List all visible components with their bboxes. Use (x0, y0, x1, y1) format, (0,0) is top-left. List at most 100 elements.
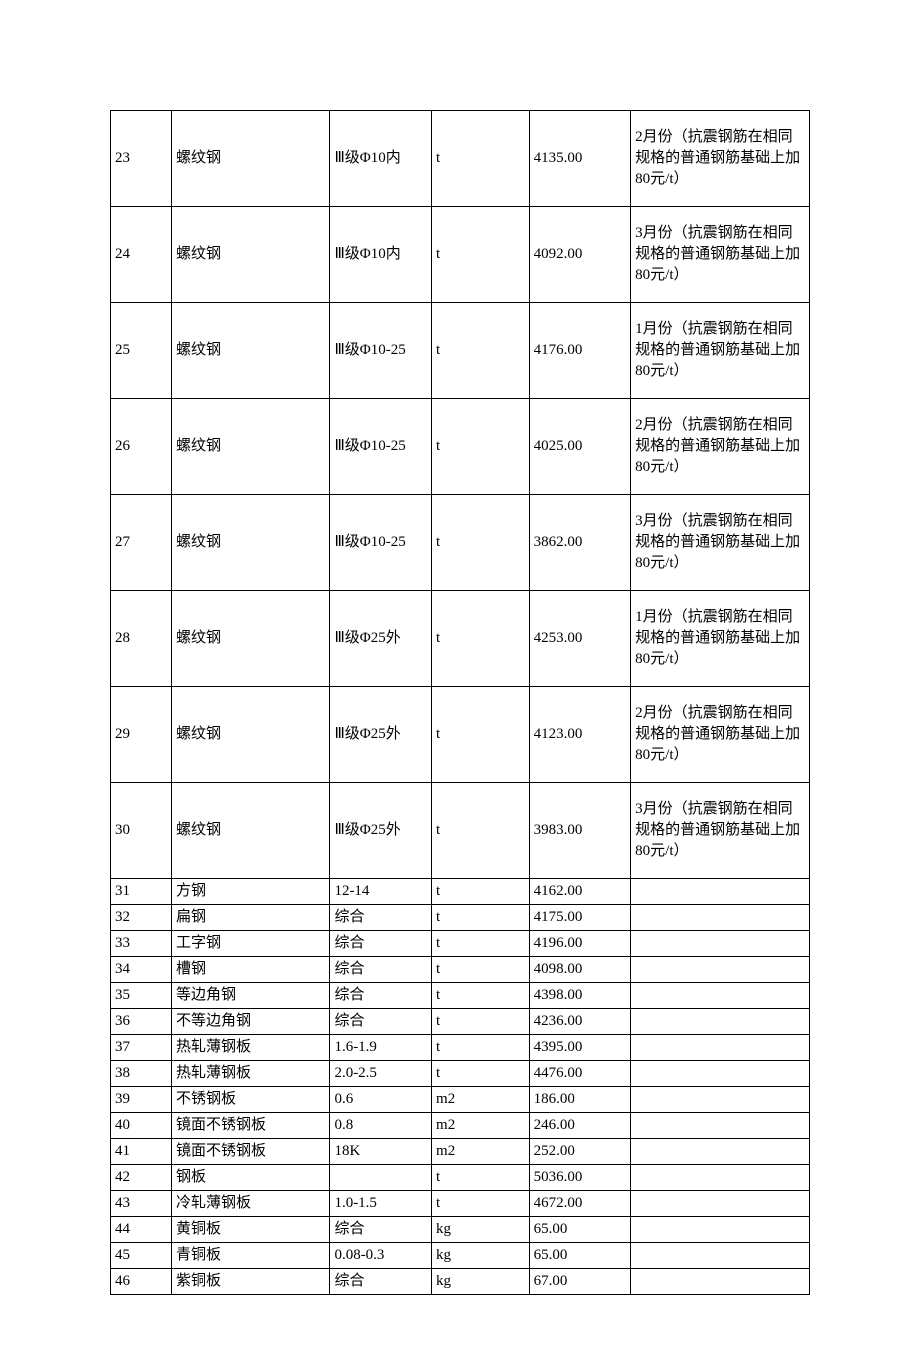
table-cell: 综合 (330, 931, 432, 957)
table-cell: kg (432, 1269, 530, 1295)
table-cell: 67.00 (529, 1269, 631, 1295)
table-cell: t (432, 111, 530, 207)
table-cell: 3862.00 (529, 495, 631, 591)
table-cell: t (432, 1165, 530, 1191)
table-cell: 综合 (330, 905, 432, 931)
table-cell: 32 (111, 905, 172, 931)
table-cell: 螺纹钢 (171, 111, 329, 207)
table-row: 24螺纹钢Ⅲ级Φ10内t4092.003月份（抗震钢筋在相同规格的普通钢筋基础上… (111, 207, 810, 303)
table-body: 23螺纹钢Ⅲ级Φ10内t4135.002月份（抗震钢筋在相同规格的普通钢筋基础上… (111, 111, 810, 1295)
table-cell: 24 (111, 207, 172, 303)
table-cell: 不等边角钢 (171, 1009, 329, 1035)
table-cell: 扁钢 (171, 905, 329, 931)
table-cell: 37 (111, 1035, 172, 1061)
table-cell: 4092.00 (529, 207, 631, 303)
table-cell: 46 (111, 1269, 172, 1295)
table-row: 35等边角钢综合t4398.00 (111, 983, 810, 1009)
table-cell: 27 (111, 495, 172, 591)
table-cell: Ⅲ级Φ10内 (330, 111, 432, 207)
table-cell (631, 1243, 810, 1269)
table-cell: 4162.00 (529, 879, 631, 905)
table-cell: 综合 (330, 957, 432, 983)
table-cell: 4176.00 (529, 303, 631, 399)
table-cell: 0.8 (330, 1113, 432, 1139)
table-cell (631, 1139, 810, 1165)
table-cell: t (432, 399, 530, 495)
table-cell (330, 1165, 432, 1191)
table-row: 36不等边角钢综合t4236.00 (111, 1009, 810, 1035)
table-cell: 1月份（抗震钢筋在相同规格的普通钢筋基础上加80元/t） (631, 303, 810, 399)
table-cell: Ⅲ级Φ25外 (330, 591, 432, 687)
table-cell: 186.00 (529, 1087, 631, 1113)
table-cell: 26 (111, 399, 172, 495)
table-cell: 25 (111, 303, 172, 399)
table-cell: t (432, 303, 530, 399)
table-row: 32扁钢综合t4175.00 (111, 905, 810, 931)
table-cell (631, 1191, 810, 1217)
table-cell: 5036.00 (529, 1165, 631, 1191)
table-cell (631, 957, 810, 983)
table-cell (631, 1035, 810, 1061)
table-cell: 2月份（抗震钢筋在相同规格的普通钢筋基础上加80元/t） (631, 111, 810, 207)
table-cell: kg (432, 1243, 530, 1269)
table-cell: 4123.00 (529, 687, 631, 783)
table-cell: t (432, 957, 530, 983)
table-row: 33工字钢综合t4196.00 (111, 931, 810, 957)
table-cell: t (432, 983, 530, 1009)
table-cell: 39 (111, 1087, 172, 1113)
table-cell: 42 (111, 1165, 172, 1191)
table-cell: 38 (111, 1061, 172, 1087)
table-cell: t (432, 1061, 530, 1087)
table-cell: 镜面不锈钢板 (171, 1113, 329, 1139)
table-cell: 紫铜板 (171, 1269, 329, 1295)
table-cell: t (432, 1009, 530, 1035)
table-cell: 螺纹钢 (171, 303, 329, 399)
table-row: 39不锈钢板0.6m2186.00 (111, 1087, 810, 1113)
table-cell: 31 (111, 879, 172, 905)
table-cell: 33 (111, 931, 172, 957)
table-cell: t (432, 207, 530, 303)
table-row: 27螺纹钢Ⅲ级Φ10-25t3862.003月份（抗震钢筋在相同规格的普通钢筋基… (111, 495, 810, 591)
table-cell: 4098.00 (529, 957, 631, 983)
table-cell: 综合 (330, 1009, 432, 1035)
table-cell: 43 (111, 1191, 172, 1217)
table-cell: 18K (330, 1139, 432, 1165)
table-row: 38热轧薄钢板2.0-2.5t4476.00 (111, 1061, 810, 1087)
table-cell: 螺纹钢 (171, 207, 329, 303)
table-cell: Ⅲ级Φ10-25 (330, 495, 432, 591)
table-cell: 4236.00 (529, 1009, 631, 1035)
table-cell: 44 (111, 1217, 172, 1243)
table-cell: 热轧薄钢板 (171, 1035, 329, 1061)
table-cell: 252.00 (529, 1139, 631, 1165)
table-cell: 螺纹钢 (171, 687, 329, 783)
table-cell: 方钢 (171, 879, 329, 905)
table-cell: kg (432, 1217, 530, 1243)
table-cell: 镜面不锈钢板 (171, 1139, 329, 1165)
table-cell: 1月份（抗震钢筋在相同规格的普通钢筋基础上加80元/t） (631, 591, 810, 687)
table-cell (631, 1061, 810, 1087)
table-cell: 工字钢 (171, 931, 329, 957)
table-cell: 热轧薄钢板 (171, 1061, 329, 1087)
table-row: 28螺纹钢Ⅲ级Φ25外t4253.001月份（抗震钢筋在相同规格的普通钢筋基础上… (111, 591, 810, 687)
table-cell: 0.08-0.3 (330, 1243, 432, 1269)
table-row: 43冷轧薄钢板1.0-1.5t4672.00 (111, 1191, 810, 1217)
table-cell: Ⅲ级Φ10-25 (330, 303, 432, 399)
table-cell: 23 (111, 111, 172, 207)
table-row: 42钢板t5036.00 (111, 1165, 810, 1191)
table-cell: 综合 (330, 983, 432, 1009)
table-cell: Ⅲ级Φ25外 (330, 687, 432, 783)
table-cell (631, 879, 810, 905)
table-row: 34槽钢综合t4098.00 (111, 957, 810, 983)
table-cell: 3月份（抗震钢筋在相同规格的普通钢筋基础上加80元/t） (631, 495, 810, 591)
table-cell: Ⅲ级Φ10-25 (330, 399, 432, 495)
table-cell: 12-14 (330, 879, 432, 905)
table-cell: 4025.00 (529, 399, 631, 495)
table-cell: 4672.00 (529, 1191, 631, 1217)
table-cell: 4476.00 (529, 1061, 631, 1087)
table-cell: 1.6-1.9 (330, 1035, 432, 1061)
table-cell: 综合 (330, 1217, 432, 1243)
table-cell: 4398.00 (529, 983, 631, 1009)
table-cell (631, 1165, 810, 1191)
table-cell: 30 (111, 783, 172, 879)
table-cell: t (432, 687, 530, 783)
